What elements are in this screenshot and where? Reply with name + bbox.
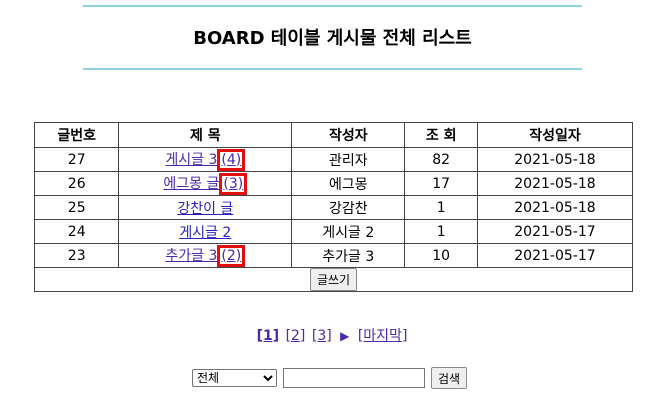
column-header-date: 작성일자 [476,122,634,148]
row-title-cell: 게시글 3 (4) [118,147,293,172]
table-row: 23 추가글 3 (2) 추가글 3 10 2021-05-17 [33,243,634,268]
row-title-cell: 게시글 2 [118,219,293,244]
next-arrow-icon[interactable]: ▶ [340,329,350,343]
reply-count-badge[interactable]: (3) [219,172,248,195]
column-header-no: 글번호 [33,122,120,148]
column-header-views: 조 회 [404,122,478,148]
row-views: 1 [404,195,478,220]
table-row: 24 게시글 2 게시글 2 1 2021-05-17 [33,219,634,244]
row-no: 23 [33,243,120,268]
row-writer: 게시글 2 [291,219,406,244]
row-writer: 관리자 [291,147,406,172]
table-row: 26 에그몽 글 (3) 에그몽 17 2021-05-18 [33,171,634,196]
page-link-1[interactable]: [1] [256,328,280,344]
pagination: [1] [2] [3] ▶ [마지막] [0,325,664,345]
row-views: 10 [404,243,478,268]
row-title-cell: 강찬이 글 [118,195,293,220]
row-writer: 추가글 3 [291,243,406,268]
search-field-select[interactable]: 전체 [192,369,277,387]
row-date: 2021-05-18 [476,171,634,196]
search-bar: 전체 검색 [192,367,468,389]
column-header-writer: 작성자 [291,122,406,148]
row-title-cell: 에그몽 글 (3) [118,171,293,196]
post-title-link[interactable]: 강찬이 글 [177,200,234,217]
row-no: 24 [33,219,120,244]
post-title-link[interactable]: 게시글 3 [165,151,218,168]
post-title-link[interactable]: 게시글 2 [179,224,232,241]
page-title: BOARD 테이블 게시물 전체 리스트 [193,28,472,49]
row-views: 17 [404,171,478,196]
last-page-link[interactable]: [마지막] [357,328,408,344]
row-date: 2021-05-17 [476,243,634,268]
reply-count-badge[interactable]: (4) [217,148,246,171]
search-button[interactable]: 검색 [431,367,468,389]
board-table: 글번호 제 목 작성자 조 회 작성일자 27 게시글 3 (4) 관리자 82 … [33,122,634,292]
row-title-cell: 추가글 3 (2) [118,243,293,268]
search-input[interactable] [283,368,425,388]
table-row: 25 강찬이 글 강감찬 1 2021-05-18 [33,195,634,220]
write-button[interactable]: 글쓰기 [309,268,358,291]
row-views: 1 [404,219,478,244]
row-no: 25 [33,195,120,220]
row-date: 2021-05-18 [476,195,634,220]
header-top-rule [83,5,582,7]
write-row: 글쓰기 [34,267,633,292]
page-link-3[interactable]: [3] [311,328,332,344]
row-date: 2021-05-18 [476,147,634,172]
row-date: 2021-05-17 [476,219,634,244]
page-link-2[interactable]: [2] [285,328,306,344]
row-no: 26 [33,171,120,196]
row-no: 27 [33,147,120,172]
row-writer: 에그몽 [291,171,406,196]
write-cell: 글쓰기 [34,267,633,292]
post-title-link[interactable]: 추가글 3 [165,247,218,264]
header-bottom-rule [83,68,582,70]
reply-count-badge[interactable]: (2) [217,244,246,267]
column-header-title: 제 목 [118,122,293,148]
post-title-link[interactable]: 에그몽 글 [163,175,220,192]
table-row: 27 게시글 3 (4) 관리자 82 2021-05-18 [33,147,634,172]
row-views: 82 [404,147,478,172]
row-writer: 강감찬 [291,195,406,220]
table-header-row: 글번호 제 목 작성자 조 회 작성일자 [33,122,634,148]
